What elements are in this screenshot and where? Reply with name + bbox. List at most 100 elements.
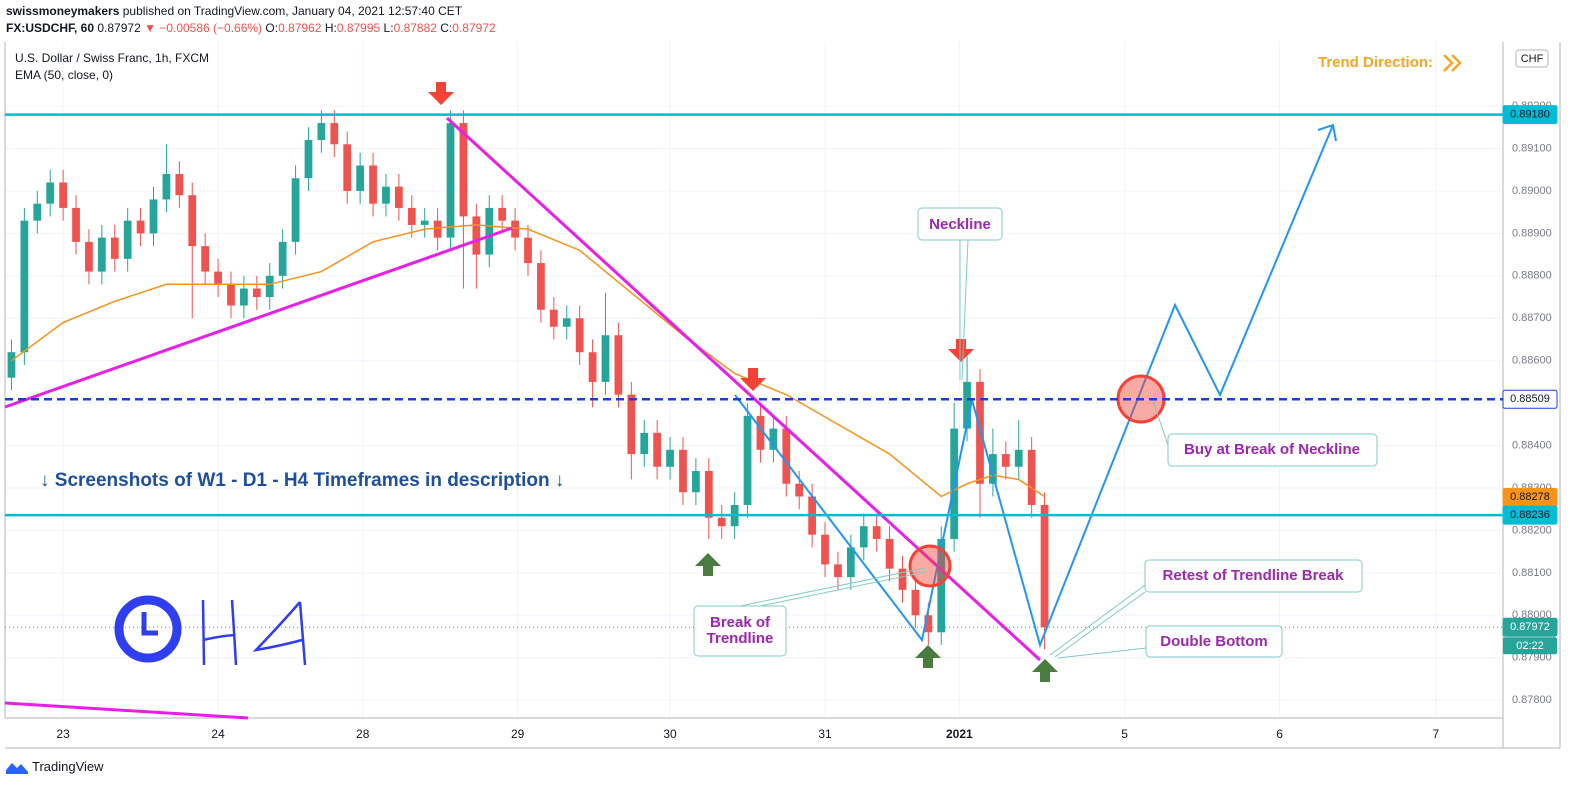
callout-box (1145, 625, 1283, 658)
candle-body (989, 454, 997, 484)
candle-body (110, 237, 119, 259)
y-tick-label: 0.88100 (1512, 567, 1552, 579)
candle-body (227, 284, 235, 306)
candle-body (911, 589, 920, 616)
candle-body (782, 428, 791, 484)
x-tick-label: 29 (511, 727, 525, 741)
candle-body (382, 186, 390, 204)
break-label: Break of (710, 614, 771, 631)
x-tick-label: 5 (1121, 727, 1128, 741)
legend-title: U.S. Dollar / Swiss Franc, 1h, FXCM (15, 51, 209, 65)
brand: TradingView (32, 759, 104, 774)
candle-body (369, 165, 377, 204)
ohlc-value: 0.87962 (278, 21, 322, 35)
candle-body (846, 547, 855, 578)
candle-body (666, 449, 674, 467)
candle-body (692, 471, 700, 493)
candle-body (614, 335, 623, 395)
countdown: 02:22 (1516, 640, 1544, 652)
price-label: 0.88509 (1510, 393, 1550, 405)
candle-body (446, 123, 455, 238)
x-tick-label: 28 (356, 727, 370, 741)
arrowhead (1317, 123, 1337, 142)
candle-body (562, 318, 571, 327)
ema-line (11, 224, 1045, 498)
y-tick-label: 0.89100 (1512, 142, 1552, 154)
candle-body (1027, 449, 1036, 505)
candle-body (756, 415, 765, 450)
candle-body (433, 220, 442, 238)
y-tick-label: 0.88800 (1512, 270, 1552, 282)
candle-body (356, 165, 365, 191)
candle-body (20, 220, 29, 353)
candle-body (420, 220, 429, 225)
candle-body (601, 335, 610, 382)
y-tick-label: 0.88900 (1512, 227, 1552, 239)
y-tick-label: 0.87800 (1512, 694, 1552, 706)
candle-body (859, 526, 868, 548)
price-label-box (1502, 617, 1558, 637)
candle-body (330, 123, 339, 145)
logo-shape (6, 763, 28, 774)
down-arrow (948, 339, 974, 362)
candle-body (123, 220, 132, 259)
callout-line (1057, 647, 1147, 659)
double-bottom-label: Double Bottom (1160, 633, 1267, 650)
candle-body (162, 173, 171, 200)
candle-body (537, 263, 545, 310)
candle-body (549, 309, 558, 327)
note: ↓ Screenshots of W1 - D1 - H4 Timeframes… (40, 470, 564, 491)
price-label-box (1502, 105, 1558, 125)
y-tick-label: 0.88600 (1512, 355, 1552, 367)
candle-body (834, 564, 842, 578)
candle-body (1014, 449, 1023, 467)
candle-body (898, 568, 907, 590)
footer: TradingView (32, 759, 104, 774)
candle-body (394, 186, 403, 208)
down-arrows (428, 82, 974, 391)
price-label: 0.89180 (1510, 108, 1550, 120)
price-label-box (1502, 389, 1558, 409)
candle-body (304, 140, 313, 179)
candle-body (937, 538, 946, 633)
y-tick-label: 0.88200 (1512, 524, 1552, 536)
ohlc-value: 0.87882 (393, 21, 437, 35)
callout-box (1167, 433, 1378, 467)
candle-body (214, 271, 222, 285)
ohlc-value: 0.87995 (336, 21, 381, 35)
candle-body (343, 144, 352, 191)
currency: CHF (1521, 53, 1544, 65)
trendline (4, 701, 249, 720)
retest-label: Retest of Trendline Break (1163, 567, 1345, 584)
candle-body (679, 449, 687, 493)
logo (6, 763, 28, 774)
candle-body (85, 241, 93, 272)
x-tick-label: 7 (1433, 727, 1440, 741)
down-arrow (740, 368, 766, 391)
price-label: 0.88236 (1510, 509, 1550, 521)
y-tick-label: 0.88400 (1512, 439, 1552, 451)
callout-line (1151, 397, 1169, 446)
price-label: 0.88278 (1510, 491, 1550, 503)
y-tick-label: 0.88700 (1512, 312, 1552, 324)
trendline (4, 226, 513, 409)
candle-body (524, 237, 532, 264)
candle-body (976, 381, 984, 484)
header-line: FX:USDCHF, 60 0.87972 ▼ −0.00586 (−0.66%… (6, 21, 496, 35)
change: ▼ −0.00586 (−0.66%) (144, 21, 263, 35)
candle-body (317, 123, 326, 141)
trendline (445, 116, 1042, 662)
candle-body (1001, 454, 1010, 467)
callout-line (739, 567, 926, 607)
callout-box (917, 207, 1003, 241)
candle-body (575, 318, 584, 353)
candle-body (924, 615, 933, 633)
x-tick-label: 24 (211, 727, 225, 741)
published: published on TradingView.com, January 04… (122, 4, 463, 18)
candle-body (278, 241, 287, 276)
candle-body (46, 182, 55, 204)
callout-box (1144, 559, 1363, 593)
author: swissmoneymakers (6, 4, 120, 18)
